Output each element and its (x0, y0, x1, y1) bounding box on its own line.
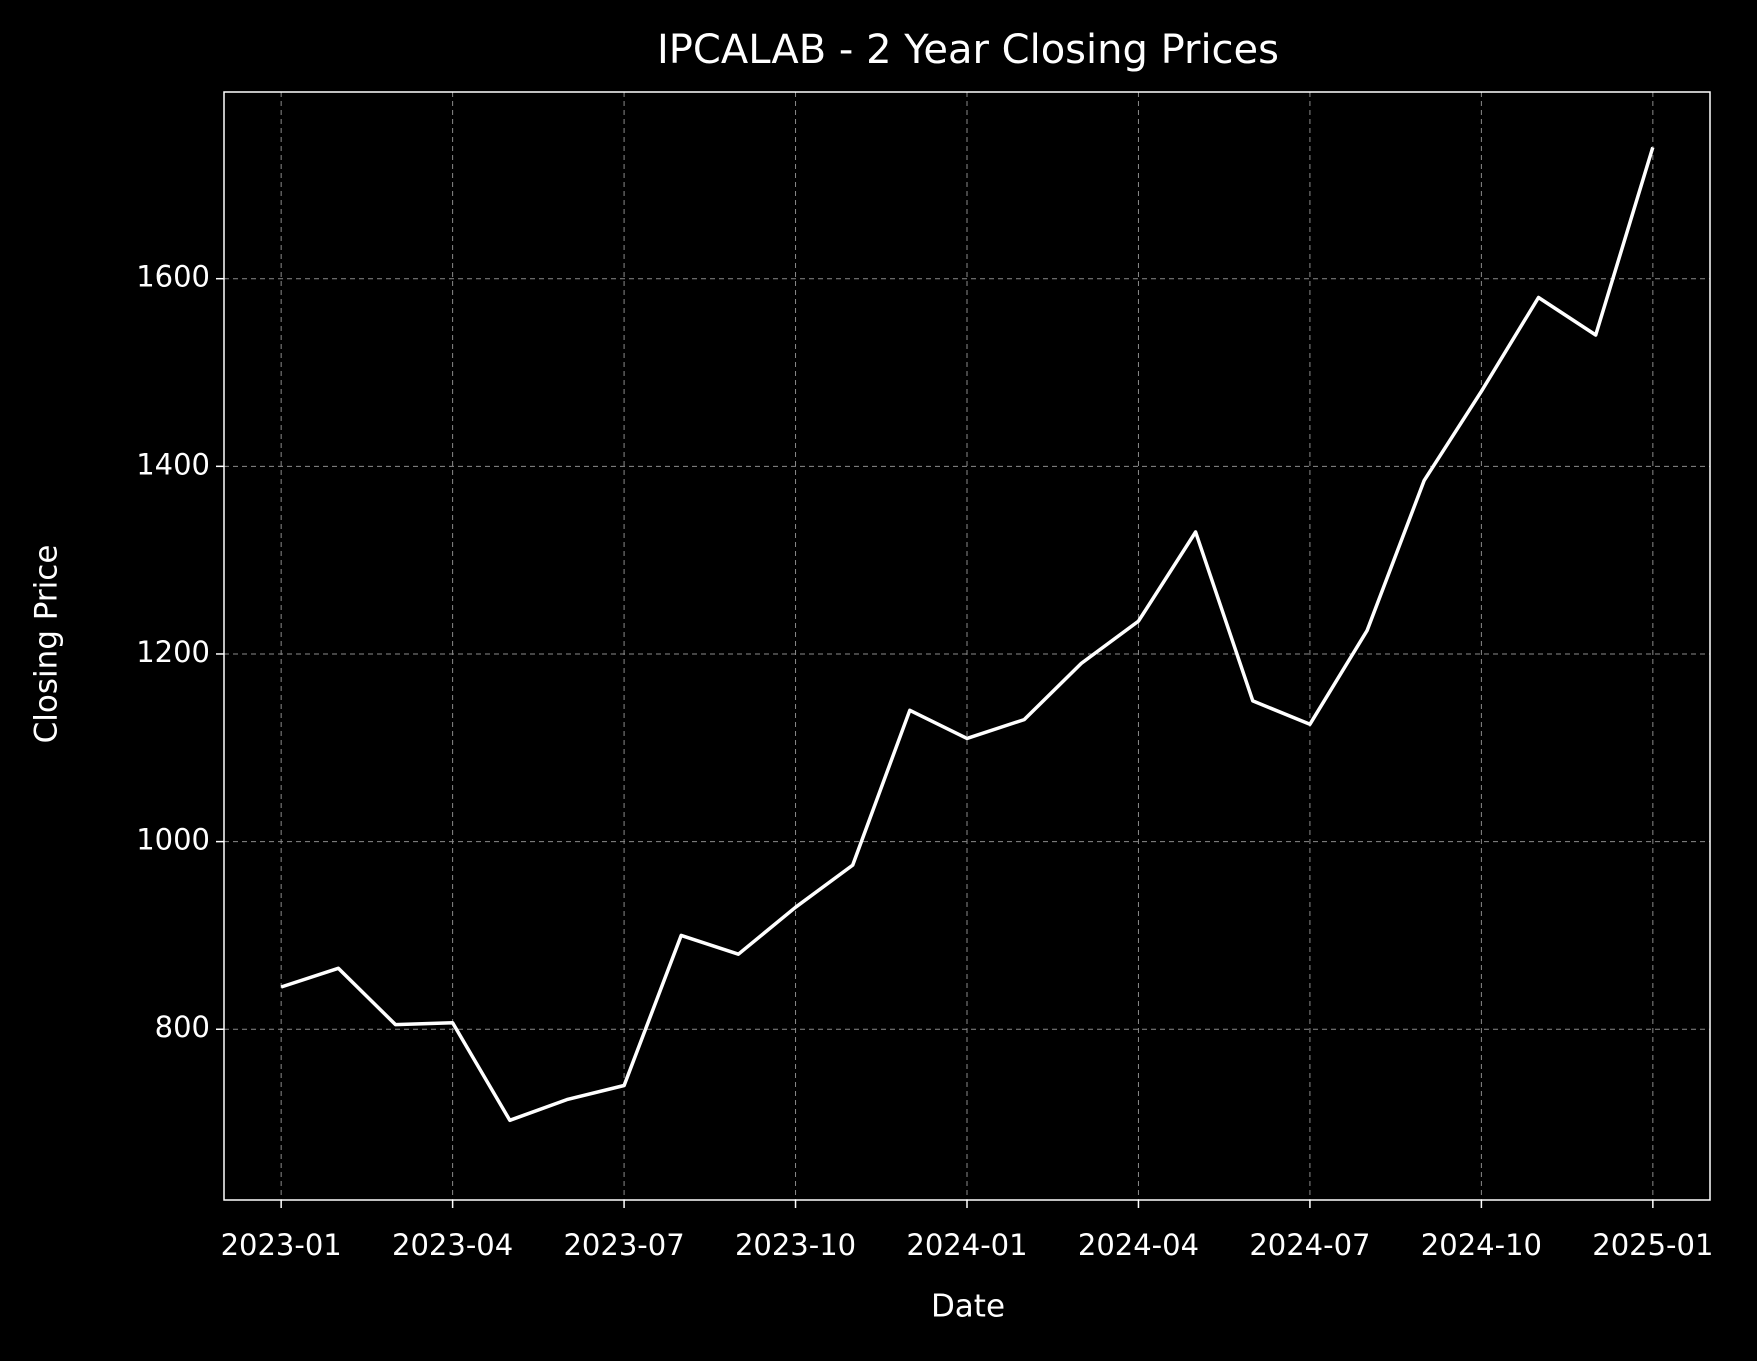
y-tick-label: 1600 (136, 260, 210, 294)
x-tick-label: 2024-04 (1078, 1228, 1199, 1262)
x-tick-label: 2023-01 (221, 1228, 342, 1262)
x-tick-label: 2024-10 (1421, 1228, 1542, 1262)
x-axis-label: Date (931, 1289, 1005, 1325)
y-tick-label: 800 (155, 1010, 210, 1044)
y-tick-label: 1200 (136, 635, 210, 669)
x-tick-label: 2023-04 (392, 1228, 513, 1262)
y-axis-label: Closing Price (29, 545, 65, 744)
price-line (280, 146, 1655, 1123)
y-tick-label: 1400 (136, 447, 210, 481)
x-tick-label: 2024-01 (906, 1228, 1027, 1262)
plot-frame (223, 91, 1711, 1201)
x-tick-label: 2023-10 (735, 1228, 856, 1262)
chart-title: IPCALAB - 2 Year Closing Prices (657, 27, 1279, 73)
x-tick-label: 2023-07 (563, 1228, 684, 1262)
x-tick-label: 2024-07 (1249, 1228, 1370, 1262)
x-tick-label: 2025-01 (1592, 1228, 1713, 1262)
y-tick-label: 1000 (136, 823, 210, 857)
